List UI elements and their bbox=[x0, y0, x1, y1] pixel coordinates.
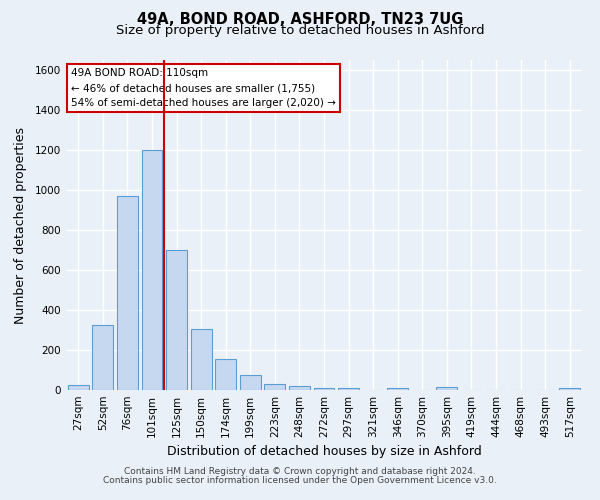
Text: Contains public sector information licensed under the Open Government Licence v3: Contains public sector information licen… bbox=[103, 476, 497, 485]
Bar bbox=[436, 387, 457, 390]
Bar bbox=[338, 388, 359, 390]
Bar bbox=[314, 388, 334, 390]
Text: 49A BOND ROAD: 110sqm
← 46% of detached houses are smaller (1,755)
54% of semi-d: 49A BOND ROAD: 110sqm ← 46% of detached … bbox=[71, 68, 336, 108]
Bar bbox=[142, 150, 163, 390]
Bar bbox=[191, 329, 212, 390]
Text: Size of property relative to detached houses in Ashford: Size of property relative to detached ho… bbox=[116, 24, 484, 37]
Text: 49A, BOND ROAD, ASHFORD, TN23 7UG: 49A, BOND ROAD, ASHFORD, TN23 7UG bbox=[137, 12, 463, 28]
Bar bbox=[240, 375, 261, 390]
Bar bbox=[117, 196, 138, 390]
Bar bbox=[68, 385, 89, 390]
Bar bbox=[92, 325, 113, 390]
Bar bbox=[215, 359, 236, 390]
Bar bbox=[166, 250, 187, 390]
X-axis label: Distribution of detached houses by size in Ashford: Distribution of detached houses by size … bbox=[167, 446, 481, 458]
Text: Contains HM Land Registry data © Crown copyright and database right 2024.: Contains HM Land Registry data © Crown c… bbox=[124, 467, 476, 476]
Bar bbox=[387, 388, 408, 390]
Bar bbox=[289, 386, 310, 390]
Bar bbox=[559, 388, 580, 390]
Bar bbox=[265, 384, 286, 390]
Y-axis label: Number of detached properties: Number of detached properties bbox=[14, 126, 26, 324]
